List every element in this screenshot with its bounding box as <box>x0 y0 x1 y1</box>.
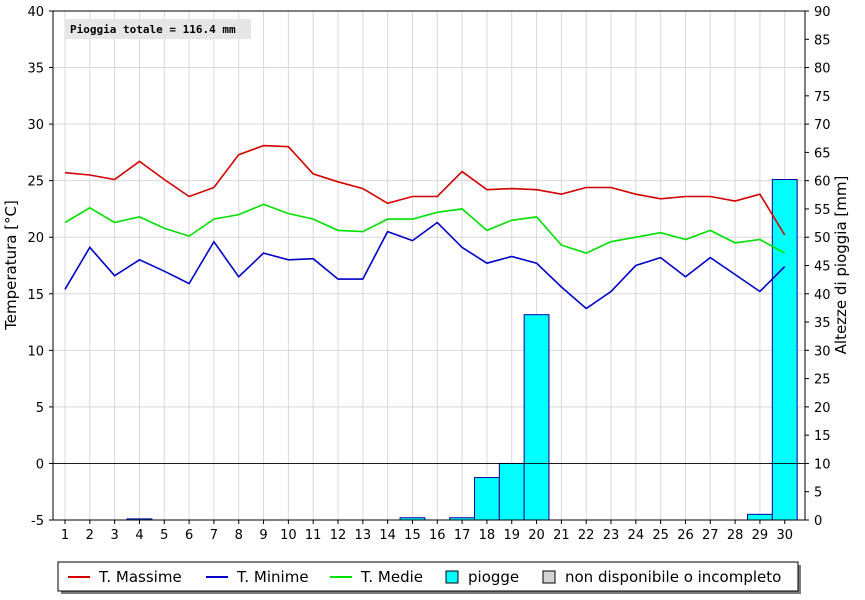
right-tick-label: 40 <box>814 288 831 303</box>
right-tick-label: 10 <box>814 457 831 472</box>
right-tick-label: 80 <box>814 62 831 77</box>
left-tick-label: -5 <box>31 514 44 529</box>
rain-bar <box>523 314 550 521</box>
left-tick-label: 15 <box>27 288 44 303</box>
x-tick-label: 4 <box>135 528 143 543</box>
legend-label: non disponibile o incompleto <box>565 568 781 586</box>
y-right-label: Altezze di pioggia [mm] <box>832 176 850 355</box>
x-tick-label: 25 <box>652 528 669 543</box>
series-line <box>64 221 786 310</box>
x-tick-label: 13 <box>355 528 372 543</box>
right-tick-label: 15 <box>814 429 831 444</box>
x-tick-label: 26 <box>677 528 694 543</box>
right-tick-label: 45 <box>814 260 831 275</box>
x-tick-label: 2 <box>86 528 94 543</box>
x-tick-label: 8 <box>235 528 243 543</box>
x-tick-label: 9 <box>259 528 267 543</box>
x-tick-label: 10 <box>280 528 297 543</box>
right-tick-label: 85 <box>814 33 831 48</box>
legend-label: T. Massime <box>98 568 182 586</box>
left-axis-ticks: -5 0 5 10 15 20 25 30 35 40 <box>27 5 53 529</box>
x-tick-label: 24 <box>628 528 645 543</box>
x-tick-label: 15 <box>404 528 421 543</box>
rain-bar <box>771 179 798 521</box>
grid <box>53 10 805 521</box>
total-rain-annotation: Pioggia totale = 116.4 mm <box>65 19 251 39</box>
x-tick-label: 20 <box>528 528 545 543</box>
left-tick-label: 35 <box>27 62 44 77</box>
x-tick-label: 30 <box>776 528 793 543</box>
left-tick-label: 10 <box>27 344 44 359</box>
left-tick-label: 25 <box>27 175 44 190</box>
right-tick-label: 60 <box>814 175 831 190</box>
rain-bar <box>498 462 525 521</box>
x-tick-label: 17 <box>454 528 471 543</box>
x-tick-label: 7 <box>210 528 218 543</box>
legend-box <box>57 561 799 592</box>
right-tick-label: 20 <box>814 401 831 416</box>
legend-swatch-box <box>542 570 556 584</box>
temperature-lines <box>64 144 786 310</box>
x-tick-label: 29 <box>752 528 769 543</box>
left-tick-label: 5 <box>36 401 44 416</box>
right-tick-label: 5 <box>814 486 822 501</box>
x-tick-label: 12 <box>330 528 347 543</box>
right-tick-label: 0 <box>814 514 822 529</box>
left-tick-label: 40 <box>27 5 44 20</box>
legend-label: piogge <box>468 568 519 586</box>
x-tick-label: 28 <box>727 528 744 543</box>
right-tick-label: 25 <box>814 373 831 388</box>
right-tick-label: 75 <box>814 90 831 105</box>
x-tick-label: 1 <box>61 528 69 543</box>
legend-swatch-box <box>445 570 459 584</box>
x-tick-label: 22 <box>578 528 595 543</box>
series-line <box>64 144 786 236</box>
x-tick-label: 3 <box>110 528 118 543</box>
plot-background <box>53 11 805 520</box>
x-tick-label: 16 <box>429 528 446 543</box>
right-tick-label: 55 <box>814 203 831 218</box>
rain-bar <box>474 477 500 521</box>
annotation-text: Pioggia totale = 116.4 mm <box>70 23 236 36</box>
right-tick-label: 30 <box>814 344 831 359</box>
left-tick-label: 30 <box>27 118 44 133</box>
legend-label: T. Minime <box>236 568 309 586</box>
series-line <box>64 203 786 254</box>
x-tick-label: 19 <box>503 528 520 543</box>
legend-label: T. Medie <box>360 568 423 586</box>
rain-bar <box>747 513 773 521</box>
x-tick-label: 6 <box>185 528 193 543</box>
x-axis-ticks: 1 2 3 4 5 6 7 8 9 10 11 12 13 14 15 16 17 18 19 20 21 22 23 24 2… <box>61 520 793 543</box>
right-tick-label: 35 <box>814 316 831 331</box>
annotation-box <box>65 19 251 39</box>
x-tick-label: 23 <box>603 528 620 543</box>
right-tick-label: 65 <box>814 146 831 161</box>
x-tick-label: 14 <box>379 528 396 543</box>
x-tick-label: 11 <box>305 528 322 543</box>
x-tick-label: 27 <box>702 528 719 543</box>
x-tick-label: 5 <box>160 528 168 543</box>
y-left-label: Temperatura [°C] <box>2 200 20 331</box>
x-tick-label: 21 <box>553 528 570 543</box>
left-tick-label: 20 <box>27 231 44 246</box>
right-tick-label: 50 <box>814 231 831 246</box>
legend: T. Massime T. Minime T. Medie piogge non dis… <box>57 561 801 594</box>
left-tick-label: 0 <box>36 457 44 472</box>
right-axis-ticks: 0 5 10 15 20 25 30 35 40 45 50 55 60 65 70 75 80 85 90 <box>805 5 831 529</box>
x-tick-label: 18 <box>479 528 496 543</box>
right-tick-label: 90 <box>814 5 831 20</box>
right-tick-label: 70 <box>814 118 831 133</box>
legend-items: T. Massime T. Minime T. Medie piogge non dis… <box>68 568 781 586</box>
